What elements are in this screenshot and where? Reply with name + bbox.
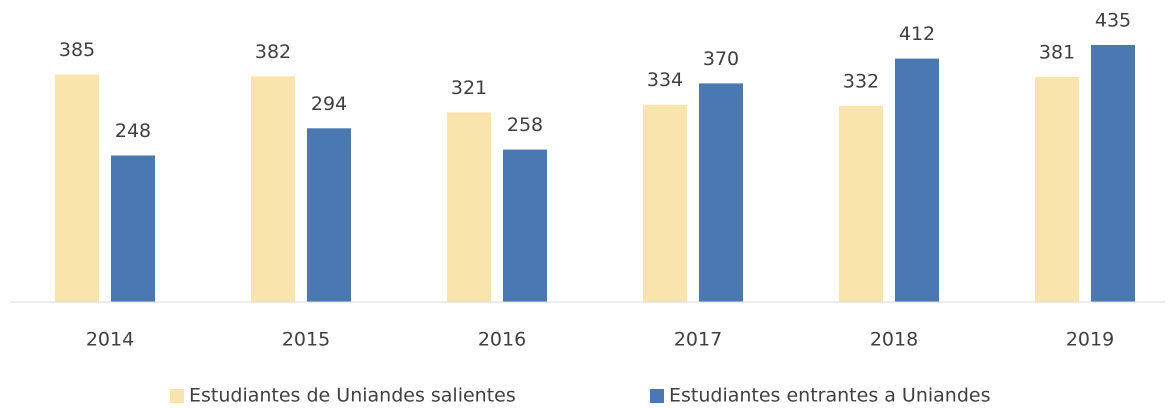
legend-swatch <box>170 389 184 403</box>
bar <box>251 76 295 302</box>
bar <box>307 128 351 302</box>
data-label: 258 <box>507 114 543 136</box>
x-tick-label: 2018 <box>870 329 918 351</box>
bar <box>643 104 687 302</box>
data-label: 412 <box>899 23 935 45</box>
bar <box>1091 45 1135 302</box>
data-label: 248 <box>115 120 151 142</box>
data-label: 382 <box>255 41 291 63</box>
x-tick-label: 2019 <box>1066 329 1114 351</box>
data-label: 332 <box>843 70 879 92</box>
bar <box>55 74 99 303</box>
bar <box>699 83 743 302</box>
bar <box>111 155 155 302</box>
legend-label: Estudiantes entrantes a Uniandes <box>669 385 991 407</box>
x-tick-label: 2016 <box>478 329 526 351</box>
legend-swatch <box>650 389 664 403</box>
x-tick-label: 2015 <box>282 329 330 351</box>
bar <box>447 112 491 303</box>
bar <box>503 149 547 302</box>
data-label: 385 <box>59 39 95 61</box>
data-label: 381 <box>1039 41 1075 63</box>
legend-label: Estudiantes de Uniandes salientes <box>189 385 516 407</box>
x-tick-label: 2014 <box>86 329 134 351</box>
bar <box>1035 76 1079 303</box>
data-label: 370 <box>703 48 739 70</box>
bar <box>839 105 883 302</box>
data-label: 334 <box>647 69 683 91</box>
data-label: 435 <box>1095 10 1131 32</box>
data-label: 321 <box>451 77 487 99</box>
x-tick-label: 2017 <box>674 329 722 351</box>
bar <box>895 58 939 303</box>
data-label: 294 <box>311 93 347 115</box>
